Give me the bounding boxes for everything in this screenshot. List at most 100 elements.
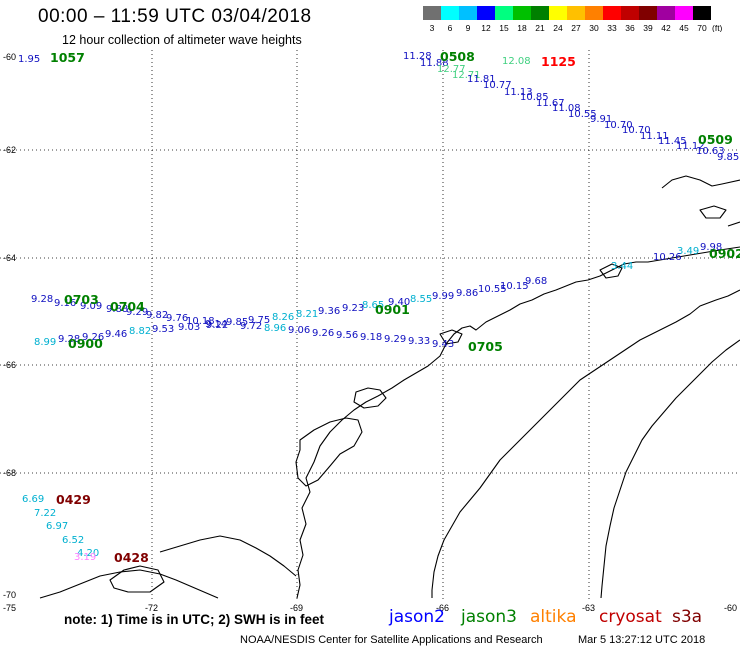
legend-swatch: [585, 6, 603, 20]
footer-credit: NOAA/NESDIS Center for Satellite Applica…: [240, 634, 543, 646]
swh-value: 9.85: [717, 152, 739, 163]
footer-timestamp: Mar 5 13:27:12 UTC 2018: [578, 634, 706, 646]
swh-value: 12.77: [437, 64, 466, 75]
legend-label: 24: [553, 23, 563, 32]
page-title: 00:00 – 11:59 UTC 03/04/2018: [38, 6, 312, 27]
longitude-labels: -75 -72 -69 -66 -63 -60: [3, 603, 737, 613]
pass-time-label: 1057: [50, 50, 85, 65]
color-legend: 3 6 9 12 15 18 21 24 27 30 33 36 39 42 45 70 (ft): [423, 6, 723, 32]
swh-value: 9.23: [342, 303, 364, 314]
lon-label: -69: [290, 603, 303, 613]
swh-value: 9.06: [288, 325, 310, 336]
swh-value: 9.86: [456, 288, 478, 299]
legend-swatch: [513, 6, 531, 20]
swh-value: 9.46: [105, 329, 127, 340]
satellite-cryosat: cryosat: [599, 607, 662, 627]
pass-time-label: 0704: [110, 299, 145, 314]
pass-time-label: 0902: [709, 246, 740, 261]
legend-swatch: [693, 6, 711, 20]
pass-time-label: 1125: [541, 54, 576, 69]
swh-value: 3.49: [677, 246, 699, 257]
legend-swatch: [459, 6, 477, 20]
swh-value: 9.88: [106, 304, 128, 315]
legend-swatch: [531, 6, 549, 20]
swh-value: 9.33: [408, 336, 430, 347]
swh-value: 8.21: [296, 309, 318, 320]
swh-value: 9.18: [360, 332, 382, 343]
lat-label: -70: [3, 590, 16, 600]
swh-value: 10.26: [653, 252, 682, 263]
swh-value: 9.98: [700, 242, 722, 253]
swh-value: 8.26: [272, 312, 294, 323]
swh-value: 9.28: [31, 294, 53, 305]
swh-value: 9.40: [388, 297, 410, 308]
legend-label: 33: [607, 23, 617, 32]
swh-value: 1.95: [18, 54, 40, 65]
swh-value: 9.53: [152, 324, 174, 335]
swh-value: 9.28: [58, 334, 80, 345]
legend-label: 21: [535, 23, 545, 32]
satellite-jason2: jason2: [389, 607, 445, 627]
latitude-labels: -60 -62 -64 -66 -68 -70: [3, 52, 16, 600]
legend-unit: (ft): [712, 23, 723, 32]
lon-label: -60: [724, 603, 737, 613]
swh-value: 9.14: [205, 319, 227, 330]
legend-swatch: [477, 6, 495, 20]
swh-value: 10.55: [478, 284, 507, 295]
legend-swatch: [603, 6, 621, 20]
lat-lon-grid: [0, 50, 740, 602]
swh-value: 11.12: [676, 141, 705, 152]
swh-value: 8.96: [264, 323, 286, 334]
swh-value: 9.99: [432, 291, 454, 302]
legend-swatch: [441, 6, 459, 20]
legend-swatch: [657, 6, 675, 20]
legend-swatch: [621, 6, 639, 20]
swh-value: 11.81: [467, 74, 496, 85]
legend-label: 18: [517, 23, 527, 32]
legend-label: 9: [466, 23, 471, 32]
lon-label: -75: [3, 603, 16, 613]
swh-value: 8.82: [129, 326, 151, 337]
swh-value: 10.85: [520, 92, 549, 103]
swh-value: 3.44: [611, 261, 633, 272]
lon-label: -66: [436, 603, 449, 613]
swh-value: 11.11: [640, 131, 669, 142]
satellite-jason3: jason3: [461, 607, 517, 627]
swh-value: 10.63: [696, 146, 725, 157]
legend-swatch: [495, 6, 513, 20]
swh-value: 11.67: [536, 98, 565, 109]
legend-label: 3: [430, 23, 435, 32]
lat-label: -60: [3, 52, 16, 62]
pass-time-label: 0705: [468, 339, 503, 354]
lon-label: -63: [582, 603, 595, 613]
lon-label: -72: [145, 603, 158, 613]
lat-label: -62: [3, 145, 16, 155]
swh-value: 4.20: [77, 548, 99, 559]
page-subtitle: 12 hour collection of altimeter wave hei…: [62, 33, 302, 47]
swh-value: 9.26: [312, 328, 334, 339]
swh-value: 6.52: [62, 535, 84, 546]
swh-value: 9.76: [166, 313, 188, 324]
legend-swatch: [549, 6, 567, 20]
pass-time-label: 0428: [114, 550, 149, 565]
pass-time-label: 0900: [68, 336, 103, 351]
swh-value: 9.22: [206, 320, 228, 331]
swh-value: 9.85: [226, 317, 248, 328]
swh-value: 9.82: [146, 310, 168, 321]
swh-value: 8.55: [410, 294, 432, 305]
legend-label: 39: [643, 23, 653, 32]
lat-label: -68: [3, 468, 16, 478]
lat-label: -66: [3, 360, 16, 370]
swh-value: 10.77: [483, 80, 512, 91]
swh-value: 11.28: [403, 51, 432, 62]
legend-label: 42: [661, 23, 671, 32]
swh-value: 7.22: [34, 508, 56, 519]
swh-value: 9.26: [82, 332, 104, 343]
swh-value: 9.43: [432, 339, 454, 350]
legend-label: 12: [481, 23, 491, 32]
swh-value: 9.16: [54, 298, 76, 309]
swh-value: 12.71: [452, 70, 481, 81]
swh-value: 12.08: [502, 56, 531, 67]
swh-value: 9.29: [384, 334, 406, 345]
